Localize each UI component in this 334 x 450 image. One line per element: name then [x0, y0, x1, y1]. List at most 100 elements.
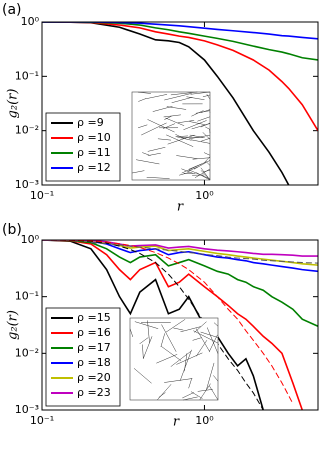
legend: ρ =9 ρ =10 ρ =11 ρ =12	[45, 112, 121, 182]
inset-stroke	[138, 98, 146, 102]
inset-stroke	[171, 97, 193, 103]
inset-stroke	[193, 160, 211, 170]
inset-stroke	[160, 333, 166, 347]
y-tick-label: 10⁻²	[15, 346, 39, 359]
panel: (a) 10⁻¹ 10⁰ 10⁻³ 10⁻² 10⁻¹ 10⁰ r g₂(r) ρ =9 ρ =10…	[2, 2, 319, 215]
inset-stroke	[183, 120, 207, 130]
legend-label: ρ =12	[77, 161, 111, 174]
legend-label: ρ =16	[77, 326, 111, 339]
inset-stroke	[147, 152, 161, 156]
inset-stroke	[213, 322, 219, 327]
inset-stroke	[181, 161, 208, 174]
inset-stroke	[188, 169, 211, 180]
inset-stroke	[203, 152, 211, 156]
inset-stroke	[158, 392, 166, 398]
inset-stroke	[156, 354, 178, 364]
inset-stroke	[157, 384, 172, 401]
legend-label: ρ =17	[77, 341, 111, 354]
inset-stroke	[165, 117, 185, 126]
panel-label: (a)	[2, 2, 22, 18]
inset-stroke	[197, 116, 211, 122]
inset-stroke	[165, 319, 186, 333]
axes-frame	[41, 239, 319, 411]
series-line	[42, 240, 304, 410]
inset-image	[131, 91, 211, 181]
series-line	[42, 240, 318, 328]
inset-stroke	[181, 168, 193, 174]
inset-stroke	[175, 135, 188, 138]
inset-stroke	[147, 320, 150, 343]
inset-stroke	[146, 176, 170, 179]
inset-stroke	[206, 94, 211, 100]
inset-stroke	[199, 383, 211, 401]
series-line	[42, 240, 318, 273]
inset-stroke	[192, 337, 202, 341]
y-tick-label: 10⁻¹	[15, 69, 39, 82]
inset-stroke	[193, 330, 219, 344]
inset-stroke	[180, 326, 201, 333]
inset-stroke	[139, 337, 149, 345]
inset-stroke	[183, 396, 198, 401]
y-tick-label: 10⁰	[21, 15, 40, 28]
inset-stroke	[190, 91, 211, 95]
legend-label: ρ =18	[77, 356, 111, 369]
inset-stroke	[170, 91, 198, 96]
inset-stroke	[161, 324, 177, 352]
legend: ρ =15 ρ =16 ρ =17 ρ =18 ρ =20 ρ =23	[45, 307, 121, 407]
inset-stroke	[194, 321, 207, 333]
y-axis-label: g₂(r)	[6, 89, 21, 119]
y-tick-label: 10⁻³	[15, 403, 39, 416]
inset-stroke	[208, 334, 218, 353]
inset-stroke	[188, 378, 193, 389]
inset-stroke	[161, 346, 182, 361]
inset-stroke	[137, 91, 151, 94]
inset-stroke	[200, 122, 211, 128]
inset-stroke	[131, 170, 145, 174]
series-line	[42, 22, 290, 185]
axes-frame	[41, 21, 319, 186]
inset-stroke	[195, 328, 210, 352]
inset-stroke	[173, 327, 184, 331]
inset-stroke	[142, 152, 151, 156]
inset-stroke	[164, 378, 193, 383]
inset-stroke	[213, 375, 219, 382]
inset-stroke	[157, 138, 172, 141]
inset-stroke	[190, 139, 211, 144]
inset-stroke	[179, 171, 190, 176]
series-line	[90, 242, 318, 264]
inset-stroke	[170, 351, 191, 367]
inset-stroke	[163, 114, 181, 118]
inset-stroke	[186, 96, 205, 101]
y-tick-label: 10⁻²	[15, 124, 39, 137]
inset-stroke	[206, 362, 215, 391]
legend-label: ρ =11	[77, 146, 111, 159]
inset-stroke	[166, 106, 187, 110]
panel-label: (b)	[2, 222, 22, 238]
y-axis-label: g₂(r)	[6, 310, 21, 340]
inset-stroke	[136, 159, 160, 165]
series-line	[42, 22, 318, 132]
legend-label: ρ =20	[77, 371, 111, 384]
series-line	[42, 22, 318, 61]
inset-frame	[129, 317, 219, 401]
inset-stroke	[189, 134, 203, 138]
x-tick-label: 10⁰	[195, 189, 214, 202]
inset-stroke	[164, 93, 192, 101]
inset-stroke	[194, 168, 211, 178]
inset-stroke	[142, 344, 144, 359]
y-tick-label: 10⁻³	[15, 178, 39, 191]
legend-box	[45, 112, 121, 182]
legend-box	[45, 307, 121, 407]
inset-stroke	[208, 385, 219, 401]
inset-stroke	[191, 110, 204, 117]
plot-area	[42, 240, 318, 410]
x-tick-label: 10⁻¹	[30, 414, 54, 427]
inset-stroke	[200, 331, 219, 338]
inset-stroke	[166, 134, 194, 147]
series-line	[42, 240, 264, 410]
x-axis-label: r	[177, 200, 184, 215]
inset-stroke	[196, 340, 208, 357]
inset-stroke	[141, 122, 167, 136]
